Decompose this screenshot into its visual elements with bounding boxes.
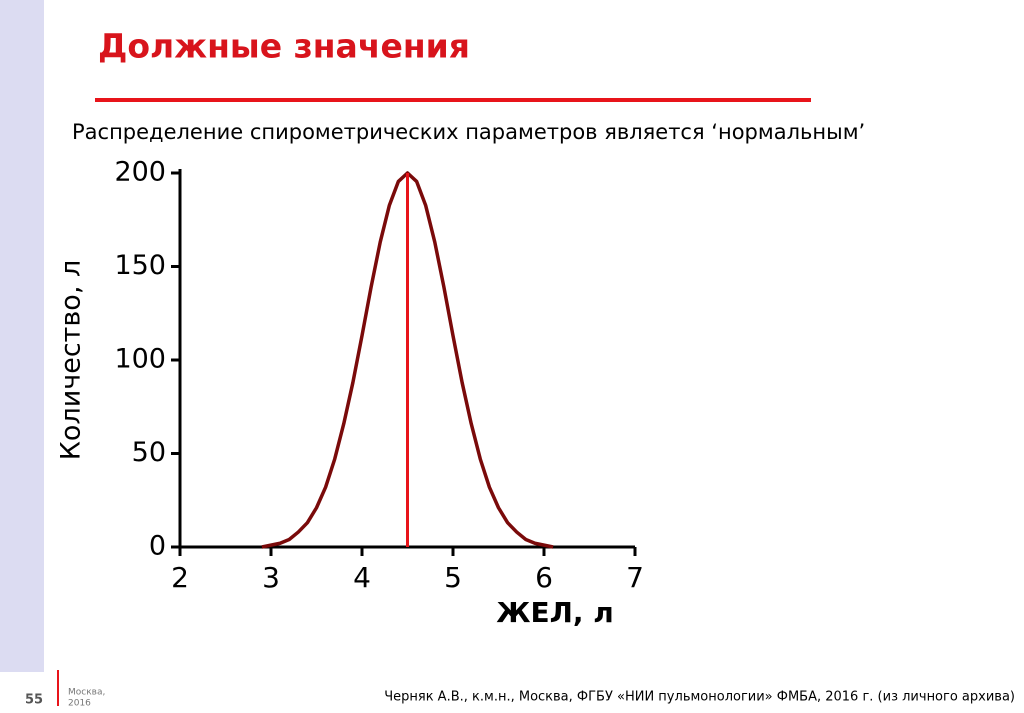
x-axis-label: ЖЕЛ, л (496, 596, 614, 629)
y-tick-label: 50 (132, 437, 166, 468)
slide-title: Должные значения (98, 27, 470, 66)
x-tick-label: 2 (171, 561, 189, 594)
x-tick-label: 6 (535, 561, 553, 594)
side-strip (0, 0, 44, 672)
y-tick-label: 0 (149, 531, 166, 562)
y-tick-label: 200 (114, 157, 166, 188)
citation: Черняк А.В., к.м.н., Москва, ФГБУ «НИИ п… (384, 690, 1015, 705)
x-tick-label: 7 (626, 561, 644, 594)
x-tick-label: 5 (444, 561, 462, 594)
place: 2016 (68, 699, 91, 709)
subtitle: Распределение спирометрических параметро… (72, 120, 865, 144)
plot: 0 50 100 150 200 2 3 4 5 6 7 (114, 157, 643, 595)
title-rule (95, 98, 811, 102)
page-number: 55 (25, 693, 43, 708)
y-tick-label: 150 (114, 250, 166, 281)
x-tick-label: 3 (262, 561, 280, 594)
y-tick-label: 100 (114, 344, 166, 375)
place: Москва, (68, 688, 105, 698)
y-axis-label: Количество, л (56, 260, 87, 460)
x-tick-label: 4 (353, 561, 371, 594)
footer-rule (57, 670, 59, 706)
